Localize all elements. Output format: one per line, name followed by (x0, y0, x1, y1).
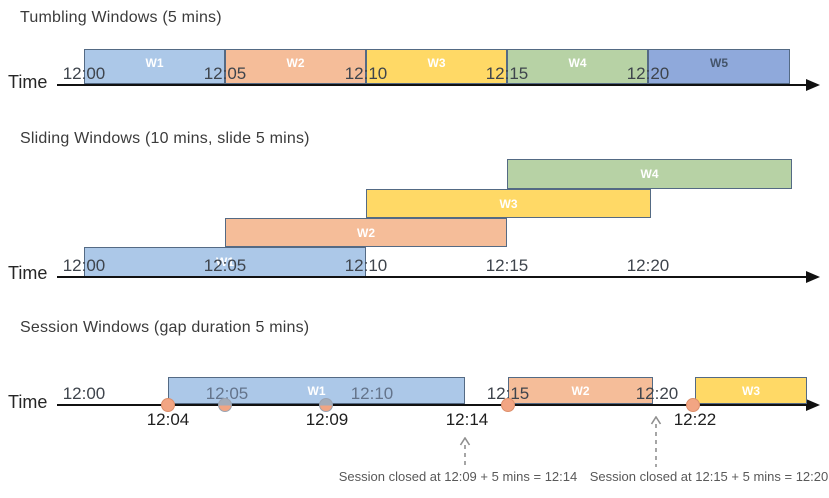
window-label: W1 (145, 56, 164, 70)
event-dot (319, 398, 333, 412)
window-label: W2 (571, 383, 590, 398)
window-label: W5 (710, 56, 728, 70)
session-title: Session Windows (gap duration 5 mins) (20, 319, 310, 336)
session-tick: 12:20 (635, 384, 679, 403)
sliding-window-w1: W1 (84, 247, 366, 277)
tumbling-window-w1: W1 (84, 49, 225, 84)
sliding-title: Sliding Windows (10 mins, slide 5 mins) (20, 130, 310, 147)
tumbling-axis-arrow-icon (806, 79, 820, 91)
dashed-arrow-up-icon (459, 436, 471, 472)
session-tick: 12:00 (62, 384, 106, 403)
sliding-window-w4: W4 (507, 159, 792, 189)
window-label: W4 (568, 56, 587, 70)
tumbling-tick: 12:05 (203, 64, 247, 83)
tumbling-tick: 12:00 (62, 64, 106, 83)
sliding-time-axis (57, 276, 808, 278)
window-label: W2 (357, 225, 375, 240)
tumbling-time-label: Time (8, 72, 48, 92)
event-time-label: 12:14 (445, 410, 489, 429)
tumbling-window-w2: W2 (225, 49, 366, 84)
session-window-w3: W3 (695, 377, 807, 404)
window-label: W4 (640, 167, 659, 181)
sliding-tick: 12:20 (626, 256, 670, 275)
tumbling-time-axis (57, 84, 808, 86)
session-tick: 12:15 (486, 384, 530, 403)
sliding-tick: 12:10 (344, 256, 388, 275)
session-time-axis (57, 404, 808, 406)
dashed-arrow-up-icon (650, 415, 662, 472)
sliding-window-w3: W3 (366, 189, 651, 218)
tumbling-tick: 12:20 (626, 64, 670, 83)
session-tick: 12:05 (205, 384, 249, 403)
tumbling-title: Tumbling Windows (5 mins) (20, 9, 222, 26)
session-window-w2: W2 (508, 377, 653, 404)
session-time-label: Time (8, 392, 48, 412)
sliding-window-w2: W2 (225, 218, 507, 247)
event-dot (161, 398, 175, 412)
session-window-w1: W1 (168, 377, 465, 404)
event-time-label: 12:04 (146, 410, 190, 429)
sliding-axis-arrow-icon (806, 271, 820, 283)
tumbling-window-w3: W3 (366, 49, 507, 84)
sliding-tick: 12:00 (62, 256, 106, 275)
event-dot (686, 398, 700, 412)
session-tick: 12:10 (350, 384, 394, 403)
tumbling-tick: 12:10 (344, 64, 388, 83)
tumbling-window-w4: W4 (507, 49, 648, 84)
tumbling-tick: 12:15 (485, 64, 529, 83)
window-label: W3 (742, 383, 760, 398)
event-dot (501, 398, 515, 412)
session-annotation: Session closed at 12:15 + 5 mins = 12:20 (589, 469, 829, 484)
sliding-time-label: Time (8, 263, 48, 283)
window-label: W3 (499, 196, 518, 211)
session-axis-arrow-icon (806, 399, 820, 411)
sliding-tick: 12:05 (203, 256, 247, 275)
tumbling-window-w5: W5 (648, 49, 790, 84)
window-label: W2 (286, 56, 305, 70)
window-label: W1 (307, 383, 326, 398)
window-label: W1 (216, 255, 234, 269)
event-time-label: 12:09 (305, 410, 349, 429)
sliding-tick: 12:15 (485, 256, 529, 275)
event-dot (218, 398, 232, 412)
window-label: W3 (427, 56, 446, 70)
event-time-label: 12:22 (673, 410, 717, 429)
session-annotation: Session closed at 12:09 + 5 mins = 12:14 (338, 469, 578, 484)
